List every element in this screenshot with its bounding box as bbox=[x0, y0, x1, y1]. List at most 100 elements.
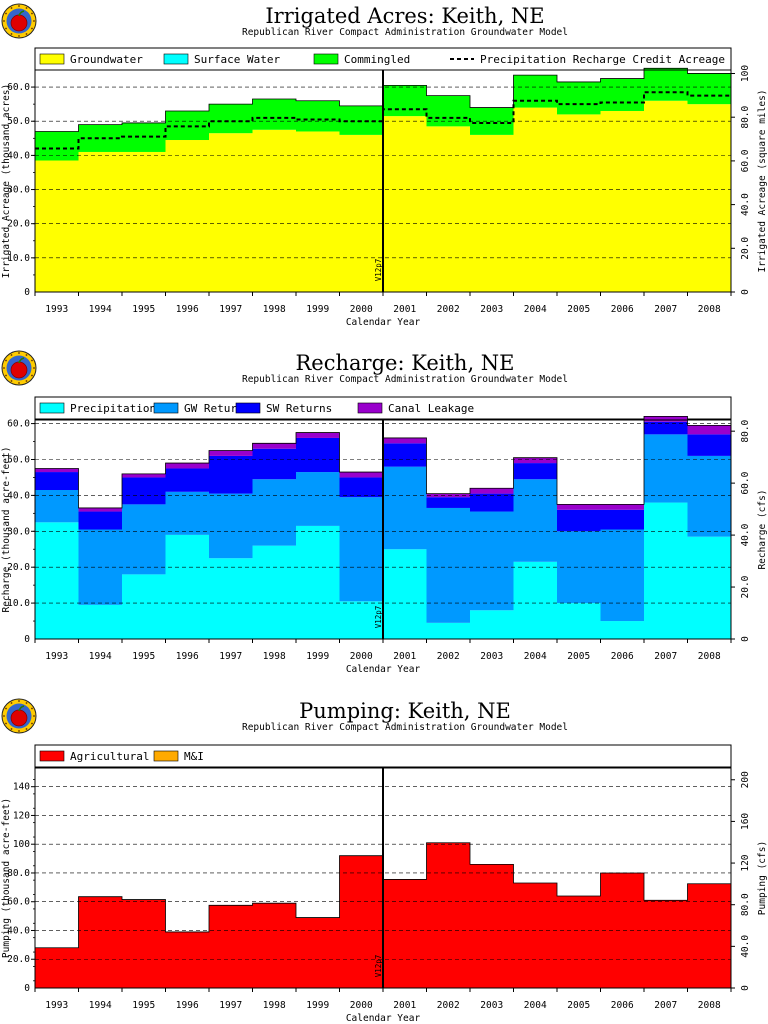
bar-segment bbox=[35, 490, 79, 522]
x-axis-label: Calendar Year bbox=[346, 664, 421, 675]
bar-segment bbox=[514, 463, 558, 479]
x-tick-label: 1998 bbox=[263, 651, 286, 662]
bar-segment bbox=[209, 133, 253, 292]
x-tick-label: 1995 bbox=[132, 304, 155, 315]
bar-segment bbox=[35, 161, 79, 292]
logo-apple bbox=[11, 362, 27, 378]
bar-segment bbox=[209, 456, 253, 494]
bar-segment bbox=[253, 99, 297, 130]
y-axis-label: Pumping (thousand acre-feet) bbox=[1, 798, 12, 958]
bar-segment bbox=[601, 621, 645, 639]
bar-segment bbox=[79, 152, 123, 292]
legend: Agricultural M&I bbox=[35, 745, 731, 767]
y2-axis-label: Pumping (cfs) bbox=[757, 841, 768, 915]
bar-segment bbox=[209, 451, 253, 456]
bar-segment bbox=[688, 434, 732, 456]
chart-title: Pumping: Keith, NE bbox=[299, 699, 511, 723]
logo-dot bbox=[18, 382, 20, 384]
x-tick-label: 1997 bbox=[219, 651, 242, 662]
bar-segment bbox=[166, 463, 210, 468]
y2-tick-label: 100 bbox=[740, 65, 751, 82]
x-tick-label: 1996 bbox=[176, 1000, 199, 1011]
bar-segment bbox=[383, 85, 427, 116]
y2-tick-label: 20.0 bbox=[740, 575, 751, 598]
logo-dot bbox=[26, 380, 28, 382]
bar-segment bbox=[296, 472, 340, 526]
logo-dot bbox=[5, 375, 7, 377]
bar-segment bbox=[688, 73, 732, 104]
y2-tick-label: 80.0 bbox=[740, 893, 751, 916]
bar-segment bbox=[470, 488, 514, 493]
x-tick-label: 1994 bbox=[89, 651, 112, 662]
y2-tick-label: 80.0 bbox=[740, 419, 751, 442]
bar-segment bbox=[644, 416, 688, 421]
bar-segment bbox=[644, 503, 688, 639]
logo-dot bbox=[11, 354, 13, 356]
bar-segment bbox=[688, 425, 732, 434]
bar-segment bbox=[209, 494, 253, 559]
legend-swatch bbox=[40, 403, 64, 413]
logo-dot bbox=[11, 702, 13, 704]
version-marker-label: V12p7 bbox=[374, 259, 383, 282]
x-tick-label: 2001 bbox=[393, 1000, 416, 1011]
legend-label: Precipitation bbox=[70, 402, 156, 415]
x-axis-label: Calendar Year bbox=[346, 1013, 421, 1024]
logo-dot bbox=[31, 13, 33, 15]
chart-2: Recharge: Keith, NERepublican River Comp… bbox=[1, 351, 768, 675]
y-axis-label: Recharge (thousand acre-feet) bbox=[1, 447, 12, 613]
bar-segment bbox=[166, 468, 210, 491]
x-tick-label: 2005 bbox=[567, 651, 590, 662]
x-tick-label: 1999 bbox=[306, 304, 329, 315]
bar-segment bbox=[253, 443, 297, 448]
legend-swatch bbox=[314, 54, 338, 64]
chart-subtitle: Republican River Compact Administration … bbox=[242, 27, 568, 38]
y-tick-label: 100 bbox=[13, 839, 30, 850]
logo-dot bbox=[31, 360, 33, 362]
x-tick-label: 1993 bbox=[45, 1000, 68, 1011]
bar-segment bbox=[514, 883, 558, 988]
legend-swatch bbox=[236, 403, 260, 413]
bar-segment bbox=[35, 948, 79, 988]
x-tick-label: 2000 bbox=[350, 304, 373, 315]
x-tick-label: 1997 bbox=[219, 1000, 242, 1011]
x-tick-label: 1995 bbox=[132, 1000, 155, 1011]
x-tick-label: 1994 bbox=[89, 304, 112, 315]
bar-segment bbox=[253, 546, 297, 639]
x-tick-label: 2008 bbox=[698, 304, 721, 315]
bar-segment bbox=[35, 522, 79, 639]
chart-title: Irrigated Acres: Keith, NE bbox=[265, 4, 544, 28]
logo-dot bbox=[31, 28, 33, 30]
legend-swatch bbox=[358, 403, 382, 413]
y2-tick-label: 0 bbox=[740, 985, 751, 991]
y2-tick-label: 60.0 bbox=[740, 149, 751, 172]
bar-segment bbox=[644, 434, 688, 502]
logo-dot bbox=[26, 33, 28, 35]
bar-segment bbox=[601, 79, 645, 111]
logo-dot bbox=[5, 28, 7, 30]
bar-segment bbox=[383, 438, 427, 443]
bar-segment bbox=[688, 104, 732, 292]
x-tick-label: 1995 bbox=[132, 651, 155, 662]
bar-segment bbox=[514, 479, 558, 562]
legend: Precipitation GW Returns SW Returns Canal L… bbox=[35, 397, 731, 419]
x-tick-label: 2003 bbox=[480, 304, 503, 315]
bar-segment bbox=[557, 896, 601, 988]
bar-segment bbox=[253, 479, 297, 545]
chart-1: Irrigated Acres: Keith, NERepublican Riv… bbox=[1, 4, 768, 328]
logo-dot bbox=[26, 728, 28, 730]
x-tick-label: 2003 bbox=[480, 651, 503, 662]
x-tick-label: 2002 bbox=[437, 1000, 460, 1011]
y2-tick-label: 60.0 bbox=[740, 471, 751, 494]
logo-dot bbox=[3, 715, 5, 717]
bar-segment bbox=[514, 108, 558, 292]
y2-tick-label: 40.0 bbox=[740, 523, 751, 546]
y2-tick-label: 0 bbox=[740, 289, 751, 295]
logo-dot bbox=[26, 354, 28, 356]
logo-dot bbox=[31, 723, 33, 725]
legend-label: Precipitation Recharge Credit Acreage bbox=[480, 53, 725, 66]
bar-segment bbox=[427, 843, 471, 988]
logo-dot bbox=[5, 360, 7, 362]
chart-subtitle: Republican River Compact Administration … bbox=[242, 722, 568, 733]
bar-segment bbox=[470, 135, 514, 292]
